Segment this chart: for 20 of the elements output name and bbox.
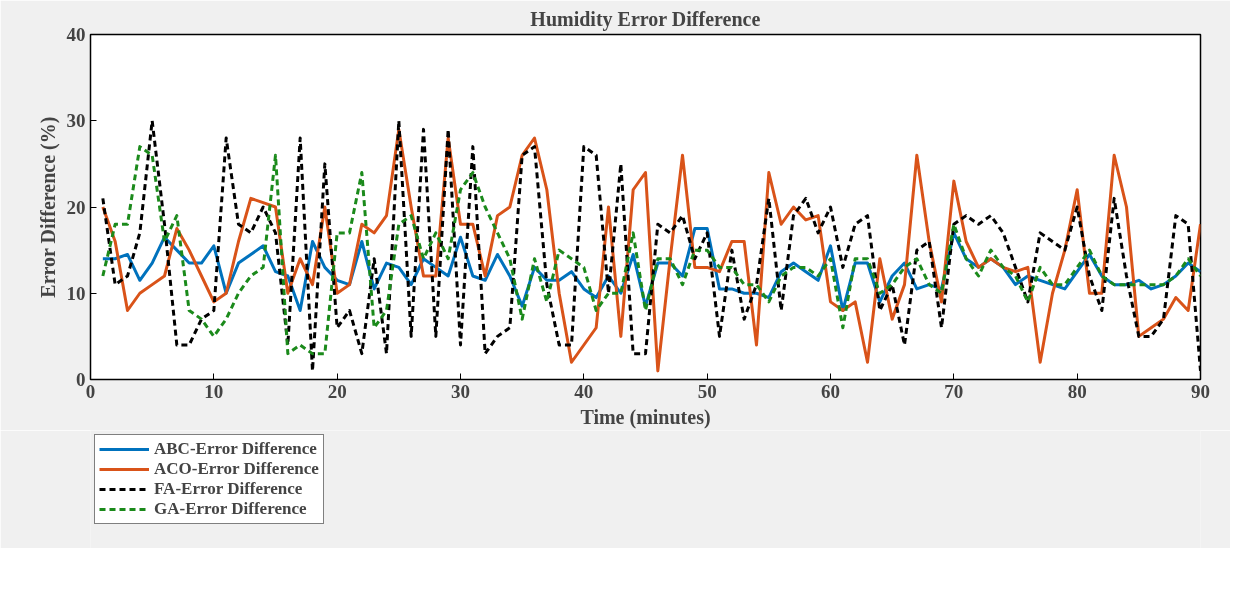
x-tick-label: 80 (1067, 380, 1087, 402)
x-tick-label: 30 (451, 380, 470, 402)
x-tick-label: 10 (204, 380, 224, 402)
y-tick-label: 10 (66, 282, 86, 304)
y-tick-label: 40 (66, 24, 86, 45)
legend-label: GA-Error Difference (154, 499, 307, 519)
legend-label: FA-Error Difference (154, 479, 303, 499)
x-tick-label: 20 (327, 380, 347, 402)
x-tick-label: 90 (1191, 380, 1210, 402)
y-axis-title: Error Difference (%) (36, 116, 60, 298)
x-tick-label: 40 (574, 380, 594, 402)
x-tick-label: 50 (697, 380, 717, 402)
y-tick-label: 30 (66, 110, 86, 132)
legend-label: ACO-Error Difference (154, 459, 319, 479)
x-tick-label: 70 (944, 380, 964, 402)
chart-title: Humidity Error Difference (530, 7, 761, 31)
x-axis-title: Time (minutes) (580, 405, 711, 429)
legend-label: ABC-Error Difference (154, 439, 317, 459)
x-tick-label: 60 (821, 380, 840, 402)
y-tick-label: 20 (66, 196, 86, 218)
